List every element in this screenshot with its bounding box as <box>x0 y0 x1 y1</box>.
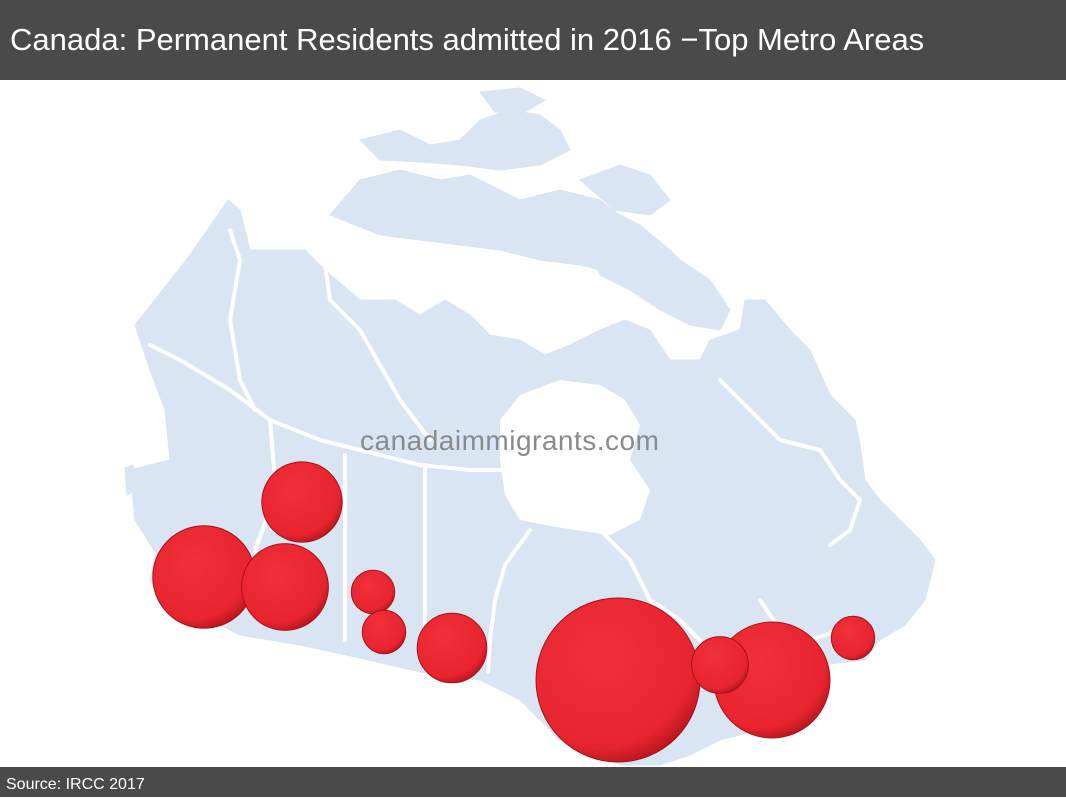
baffin-island <box>589 239 731 331</box>
bubble-winnipeg <box>416 612 488 684</box>
chart-title: Canada: Permanent Residents admitted in … <box>0 0 1066 80</box>
bubble-ottawa <box>691 636 749 694</box>
haida-gwaii <box>124 464 136 496</box>
bubble-regina <box>361 609 407 655</box>
bubble-calgary <box>241 543 329 631</box>
bubbles-layer <box>152 461 876 763</box>
bubble-edmonton <box>261 461 343 543</box>
bubble-halifax <box>830 615 876 661</box>
map-svg <box>124 87 936 766</box>
arctic-island <box>579 164 671 216</box>
arctic-island <box>359 109 571 171</box>
arctic-island <box>479 87 547 113</box>
bubble-vancouver <box>152 525 256 629</box>
bubble-saskatoon <box>350 569 396 615</box>
hudson-bay <box>500 380 650 535</box>
bubble-toronto <box>535 597 701 763</box>
source-note: Source: IRCC 2017 <box>0 767 1066 797</box>
province-borders <box>148 228 862 674</box>
newfoundland <box>859 544 926 621</box>
watermark: canadaimmigrants.com <box>360 425 660 456</box>
canada-map: canadaimmigrants.com <box>0 80 1066 767</box>
